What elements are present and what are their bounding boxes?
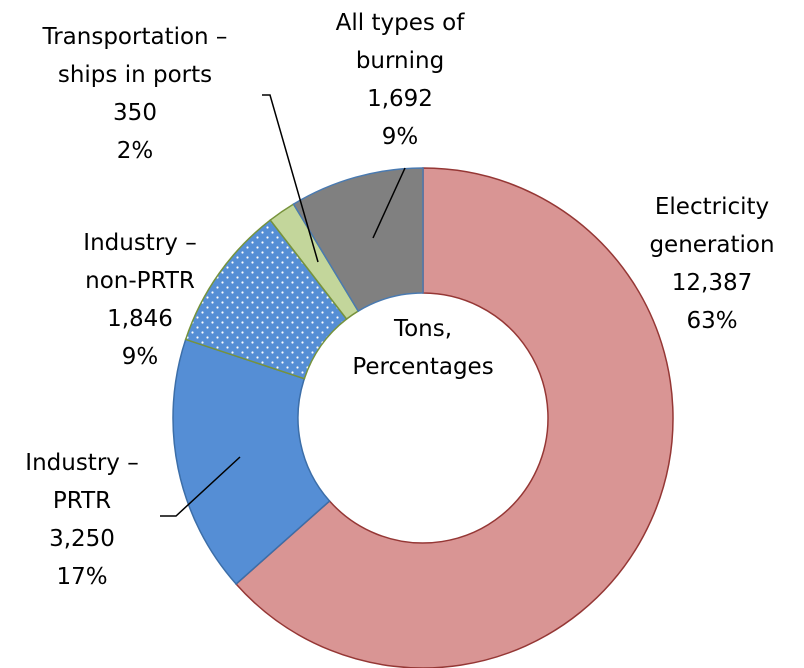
donut-slice [172,338,331,586]
slice-label: Transportation – ships in ports [42,24,228,88]
percent-label: 9% [382,124,419,150]
percent-label: 63% [686,308,737,334]
value-label: 3,250 [49,526,115,552]
slice-label: Electricity generation [649,194,774,258]
slice-label: Industry – PRTR [25,450,138,514]
leader-line [262,94,319,263]
percent-label: 17% [56,564,107,590]
leader-line [372,167,406,239]
slice-label: Industry – non-PRTR [83,230,196,294]
slice-label: All types of burning [336,10,466,74]
donut-slice [292,167,424,313]
value-label: 1,692 [367,86,433,112]
leader-line [160,456,241,517]
donut-slice [235,167,674,668]
percent-label: 9% [122,344,159,370]
value-label: 1,846 [107,306,173,332]
value-label: 350 [113,100,157,126]
value-label: 12,387 [672,270,752,296]
percent-label: 2% [117,138,154,164]
center-label: Tons, Percentages [352,316,493,380]
